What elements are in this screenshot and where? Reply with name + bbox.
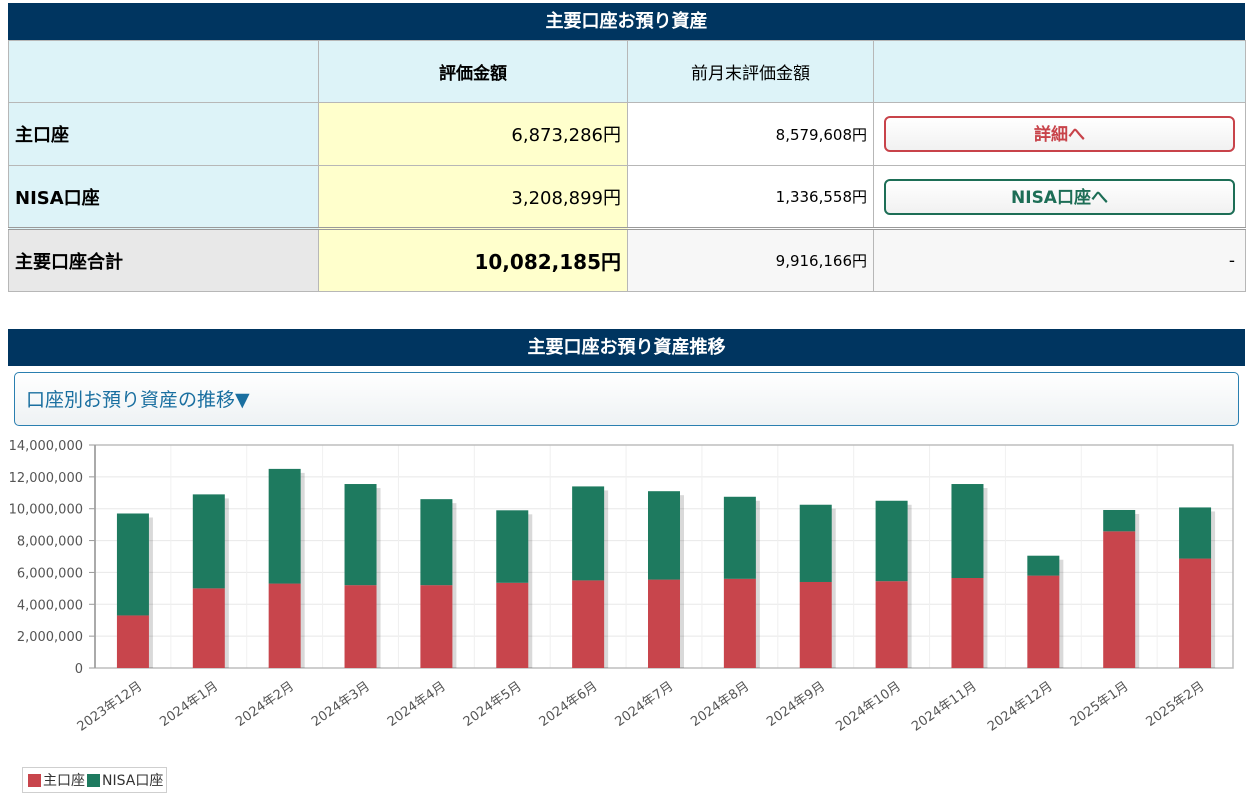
x-tick-label: 2024年10月 xyxy=(833,679,904,735)
bar-nisa xyxy=(496,510,529,583)
x-tick-label: 2024年3月 xyxy=(309,679,373,730)
y-tick-label: 2,000,000 xyxy=(17,630,83,645)
x-tick-label: 2025年1月 xyxy=(1068,679,1132,730)
x-tick-label: 2024年1月 xyxy=(157,679,221,730)
row-action-total: - xyxy=(873,227,1246,292)
x-tick-label: 2024年6月 xyxy=(537,679,601,730)
header-cell-empty xyxy=(8,40,319,103)
section-title-history: 主要口座お預り資産推移 xyxy=(8,329,1245,366)
y-tick-label: 4,000,000 xyxy=(17,598,83,613)
x-tick-label: 2025年2月 xyxy=(1144,679,1208,730)
y-tick-label: 0 xyxy=(75,662,83,677)
bar-main xyxy=(1103,531,1136,668)
table-row-main: 主口座 6,873,286円 8,579,608円 詳細へ xyxy=(8,102,1246,166)
bar-nisa xyxy=(268,468,301,584)
bar-main xyxy=(648,579,680,668)
table-row-nisa: NISA口座 3,208,899円 1,336,558円 NISA口座へ xyxy=(8,165,1246,229)
bar-main xyxy=(723,578,756,668)
section-title-assets: 主要口座お預り資産 xyxy=(8,3,1245,40)
chart-legend: 主口座 NISA口座 xyxy=(22,767,168,793)
row-action-main: 詳細へ xyxy=(873,102,1246,166)
legend-swatch-nisa xyxy=(87,773,100,787)
x-tick-label: 2024年9月 xyxy=(764,679,828,730)
table-header-row: 評価金額 前月末評価金額 xyxy=(8,40,1246,103)
asset-history-chart: 0 2,000,000 4,000,000 6,000,000 8,000,000 10,… xyxy=(9,439,1234,735)
y-tick-label: 12,000,000 xyxy=(9,471,83,486)
x-tick-label: 2023年12月 xyxy=(75,679,146,735)
bar-main xyxy=(951,578,984,668)
row-label-nisa: NISA口座 xyxy=(8,165,319,229)
bar-main xyxy=(572,580,605,668)
bar-main xyxy=(116,615,149,668)
x-tick-label: 2024年12月 xyxy=(985,679,1056,735)
bar-main xyxy=(496,582,529,668)
bar-nisa xyxy=(1103,509,1136,532)
bar-main xyxy=(799,581,832,668)
bar-nisa xyxy=(192,494,225,589)
bar-nisa xyxy=(1179,507,1212,559)
row-label-main: 主口座 xyxy=(8,102,319,166)
bar-main xyxy=(1027,575,1060,668)
bar-nisa xyxy=(572,486,605,581)
row-prev-main: 8,579,608円 xyxy=(627,102,874,166)
row-value-main: 6,873,286円 xyxy=(318,102,628,166)
y-tick-label: 8,000,000 xyxy=(17,535,83,550)
bar-main xyxy=(268,583,301,668)
bar-main xyxy=(344,585,377,668)
legend-label-nisa[interactable]: NISA口座 xyxy=(102,773,164,789)
bar-nisa xyxy=(799,504,832,582)
bar-nisa xyxy=(875,500,908,582)
x-tick-label: 2024年8月 xyxy=(688,679,752,730)
y-tick-label: 14,000,000 xyxy=(9,439,83,454)
bar-nisa xyxy=(344,484,377,586)
x-tick-label: 2024年4月 xyxy=(385,679,449,730)
bar-nisa xyxy=(116,513,149,616)
bar-nisa xyxy=(723,496,756,579)
bar-nisa xyxy=(1027,555,1060,576)
assets-table: 評価金額 前月末評価金額 主口座 6,873,286円 8,579,608円 詳… xyxy=(8,40,1246,292)
bar-nisa xyxy=(951,484,984,579)
bar-main xyxy=(420,585,453,668)
account-history-toggle[interactable]: 口座別お預り資産の推移▼ xyxy=(14,372,1239,426)
row-action-nisa: NISA口座へ xyxy=(873,165,1246,229)
row-label-total: 主要口座合計 xyxy=(8,227,319,292)
row-prev-total: 9,916,166円 xyxy=(627,227,874,292)
row-prev-nisa: 1,336,558円 xyxy=(627,165,874,229)
header-cell-action xyxy=(873,40,1246,103)
x-tick-label: 2024年2月 xyxy=(233,679,297,730)
bar-nisa xyxy=(648,491,680,580)
row-value-total: 10,082,185円 xyxy=(318,227,628,292)
legend-label-main[interactable]: 主口座 xyxy=(43,773,85,789)
details-button[interactable]: 詳細へ xyxy=(884,116,1235,152)
legend-swatch-main xyxy=(28,773,41,787)
x-tick-label: 2024年11月 xyxy=(909,679,980,735)
table-row-total: 主要口座合計 10,082,185円 9,916,166円 - xyxy=(8,227,1246,292)
bar-main xyxy=(1179,558,1212,668)
header-valuation: 評価金額 xyxy=(318,40,628,103)
bar-main xyxy=(192,588,225,668)
bar-main xyxy=(875,581,908,668)
y-tick-label: 10,000,000 xyxy=(9,503,83,518)
x-tick-label: 2024年7月 xyxy=(613,679,677,730)
row-value-nisa: 3,208,899円 xyxy=(318,165,628,229)
y-tick-label: 6,000,000 xyxy=(17,566,83,581)
x-tick-label: 2024年5月 xyxy=(461,679,525,730)
nisa-account-button[interactable]: NISA口座へ xyxy=(884,178,1235,215)
bar-nisa xyxy=(420,499,453,586)
header-prev-valuation: 前月末評価金額 xyxy=(627,40,874,103)
